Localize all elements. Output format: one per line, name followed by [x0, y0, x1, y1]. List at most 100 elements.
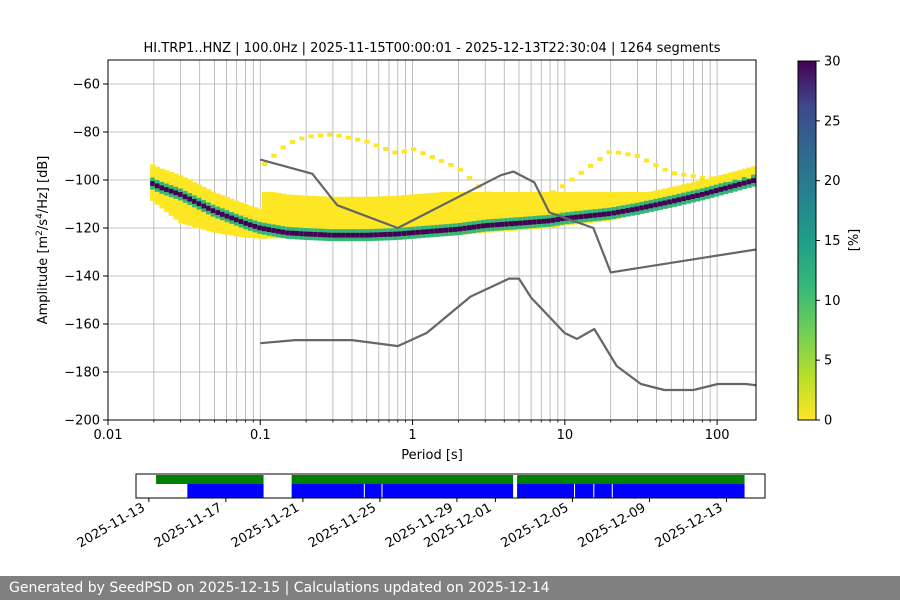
y-axis-label-mid: /s: [36, 219, 51, 230]
heatmap-cell-high: [215, 210, 221, 215]
heatmap-cell-high: [206, 205, 212, 211]
y-tick-label: −60: [73, 78, 100, 93]
heatmap-cell-high: [452, 227, 459, 232]
heatmap-cell-outlier: [643, 158, 650, 163]
heatmap-cell-high: [303, 231, 310, 237]
heatmap-cell-low: [527, 192, 533, 230]
heatmap-cell-low: [359, 196, 366, 238]
heatmap-cell-low: [308, 195, 314, 238]
heatmap-cell-high: [392, 231, 398, 237]
heatmap-cell-high: [615, 209, 622, 215]
heatmap-cell-high: [718, 186, 724, 192]
heatmap-cell-high: [653, 202, 659, 208]
heatmap-cell-outlier: [289, 140, 296, 144]
heatmap-cell-low: [383, 196, 389, 238]
heatmap-cell-high: [546, 218, 552, 224]
heatmap-cell-low: [406, 194, 412, 237]
coverage-bars: [156, 475, 745, 498]
heatmap-cell-low: [532, 192, 538, 230]
heatmap-cell-high: [369, 232, 375, 238]
heatmap-cell-low: [303, 195, 310, 238]
heatmap-cell-low: [397, 195, 403, 238]
heatmap-cell-low: [345, 196, 352, 238]
heatmap-cell-outlier: [541, 195, 547, 200]
heatmap-cell-low: [392, 195, 398, 238]
heatmap-cell-low: [564, 192, 570, 226]
timeline-ticks: 2025-11-13 2025-11-17 2025-11-21 2025-11-25…: [75, 498, 727, 551]
heatmap-cell-outlier: [401, 149, 407, 154]
heatmap-cell-low: [601, 192, 608, 222]
heatmap-cell-high: [150, 181, 156, 186]
heatmap-cell-high: [327, 232, 333, 238]
colorbar-tick-label: 20: [824, 174, 841, 189]
heatmap-cell-low: [676, 185, 682, 202]
heatmap-cell-outlier: [336, 133, 342, 138]
heatmap-cell-high: [317, 232, 324, 238]
colorbar-fill: [797, 60, 817, 421]
heatmap-cell-low: [513, 192, 519, 231]
heatmap-cell-high: [266, 227, 272, 233]
heatmap-cell-low: [578, 192, 584, 224]
heatmap-cell-outlier: [438, 159, 445, 163]
heatmap-cell-low: [741, 168, 747, 185]
heatmap-cell-outlier: [327, 132, 333, 137]
heatmap-cell-high: [639, 205, 645, 211]
heatmap-cell-low: [541, 192, 547, 229]
coverage-green-bar: [291, 475, 514, 484]
heatmap-cell-low: [592, 192, 598, 223]
heatmap-cell-high: [662, 200, 668, 206]
heatmap-cell-outlier: [615, 150, 622, 155]
heatmap-cell-high: [518, 220, 524, 226]
y-axis-label-sup2: 4: [35, 213, 45, 219]
heatmap-cell-low: [606, 192, 612, 221]
heatmap-cell-high: [508, 221, 515, 227]
heatmap-cell-low: [411, 194, 417, 237]
heatmap-cell-high: [271, 228, 277, 233]
heatmap-cell-high: [490, 222, 496, 228]
coverage-blue-bar: [187, 484, 264, 498]
heatmap-cell-low: [341, 196, 347, 238]
heatmap-cell-low: [401, 195, 407, 238]
heatmap-cell-high: [648, 203, 654, 209]
heatmap-cell-low: [569, 192, 575, 225]
heatmap-cell-outlier: [261, 162, 268, 167]
heatmap-cell-high: [462, 225, 468, 231]
heatmap-cell-high: [713, 188, 720, 194]
noise-model-curves: [260, 158, 756, 392]
heatmap-cell-low: [355, 196, 361, 238]
heatmap-cell-low: [429, 192, 435, 236]
heatmap-cell-low: [588, 192, 594, 223]
heatmap-cell-low: [373, 196, 379, 238]
heatmap-cell-high: [657, 201, 664, 207]
timeline-tick-label: 2025-12-13: [653, 500, 726, 551]
heatmap-cell-high: [471, 224, 477, 230]
heatmap-cell-outlier: [662, 167, 668, 172]
heatmap-cell-high: [527, 219, 533, 225]
heatmap-cell-outlier: [690, 174, 696, 179]
heatmap-cell-high: [741, 180, 747, 186]
heatmap-cell-outlier: [355, 137, 361, 142]
heatmap-cell-high: [424, 229, 431, 235]
heatmap-cell-high: [299, 231, 305, 237]
coverage-gap: [381, 484, 383, 498]
heatmap-cell-low: [289, 194, 296, 238]
heatmap-cell-low: [508, 192, 515, 231]
heatmap-cell-low: [536, 192, 543, 229]
colorbar-ticks: 0 5 10 15 20 25 30: [816, 55, 841, 429]
heatmap-cell-high: [313, 232, 319, 237]
heatmap-cell-high: [592, 212, 598, 218]
coverage-blue-bar: [291, 484, 514, 498]
heatmap-cell-low: [378, 196, 384, 238]
heatmap-cell-high: [429, 228, 435, 234]
x-axis-ticks: 0.01 0.1 1 10 100: [94, 420, 730, 443]
heatmap-cell-high: [457, 226, 463, 232]
heatmap-cell-high: [532, 219, 538, 225]
timeline-tick-label: 2025-12-05: [499, 500, 572, 551]
heatmap-cell-high: [606, 211, 612, 217]
x-tick-label: 1: [408, 428, 416, 443]
heatmap-cell-low: [443, 192, 449, 236]
heatmap-cell-outlier: [299, 136, 305, 141]
heatmap-cell-high: [252, 223, 258, 229]
heatmap-cell-low: [438, 192, 445, 236]
heatmap-cell-high: [364, 232, 370, 238]
